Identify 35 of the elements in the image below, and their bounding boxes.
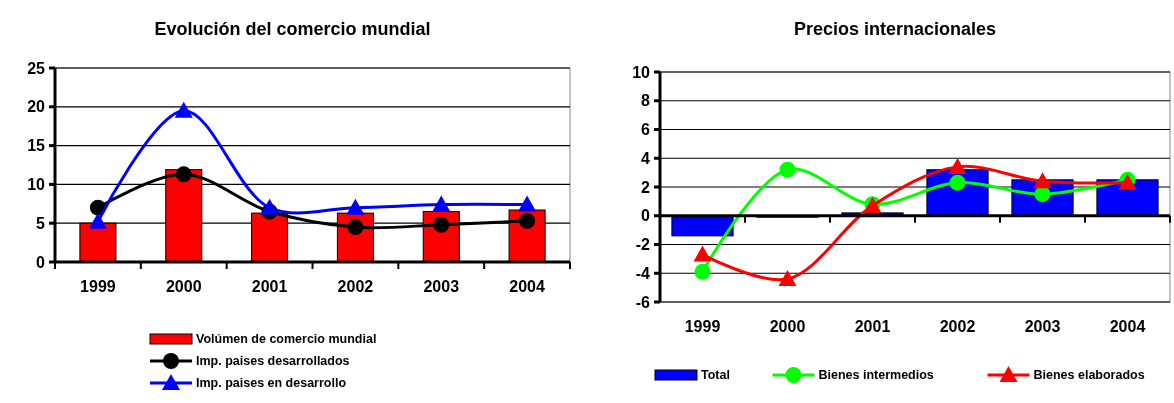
y-tick-label: 0 [36,253,46,271]
x-tick-label: 2004 [1109,318,1146,335]
x-tick-label: 2004 [509,278,545,295]
x-tick-label: 1999 [684,318,721,335]
legend-label: Volúmen de comercio mundial [196,332,377,347]
y-tick-label: 5 [36,214,46,232]
legend-label: Total [701,368,730,383]
y-tick-label: 20 [27,98,46,116]
legend-label: Imp. paises desarrollados [196,354,350,369]
y-tick-label: 6 [641,121,651,139]
y-tick-label: -4 [635,264,651,282]
chart-title: Precios internacionales [793,19,997,39]
y-tick-label: 10 [27,176,46,193]
x-tick-label: 2001 [251,278,288,295]
x-tick-label: 1999 [80,278,116,295]
chart-title: Evolución del comercio mundial [154,19,431,39]
y-tick-label: 2 [641,178,651,196]
y-tick-label: 15 [27,137,46,155]
y-tick-label: 25 [27,59,46,77]
y-tick-label: -2 [635,236,651,254]
legend-label: Bienes intermedios [818,368,934,383]
y-tick-label: -6 [635,293,651,311]
x-tick-label: 2003 [1024,318,1061,335]
legend-label: Imp. paises en desarrollo [196,376,347,391]
y-tick-label: 8 [641,92,651,110]
y-tick-label: 10 [632,63,651,81]
x-tick-label: 2001 [854,318,891,335]
y-tick-label: 0 [641,207,651,225]
x-tick-label: 2000 [165,278,202,295]
y-tick-label: 4 [641,149,651,167]
x-tick-label: 2002 [939,318,976,335]
x-tick-label: 2002 [337,278,374,295]
legend-label: Bienes elaborados [1033,368,1145,383]
x-tick-label: 2003 [423,278,460,295]
x-tick-label: 2000 [769,318,806,335]
